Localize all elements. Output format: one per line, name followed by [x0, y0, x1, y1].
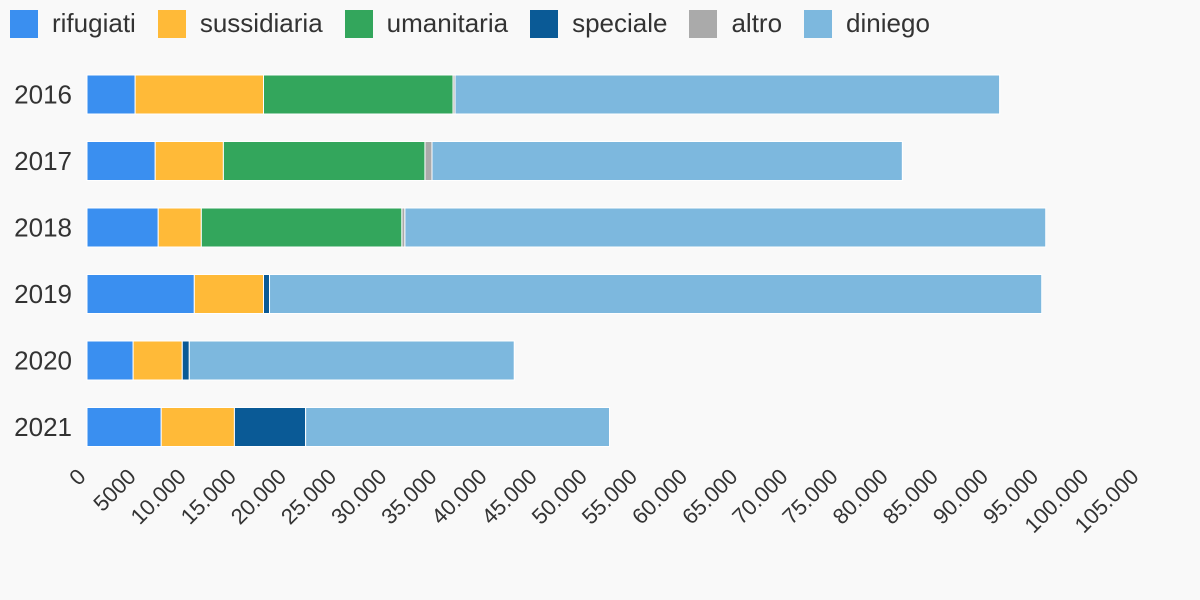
- bar-segment-umanitaria-2016[interactable]: [263, 74, 454, 115]
- x-tick-label: 45.000: [477, 464, 542, 529]
- legend-swatch: [804, 9, 833, 38]
- bar-segment-diniego-2016[interactable]: [454, 74, 1001, 115]
- legend-swatch: [344, 9, 373, 38]
- bar-segment-rifugiati-2016[interactable]: [86, 74, 136, 115]
- bar-segment-sussidiaria-2016[interactable]: [134, 74, 265, 115]
- x-tick-label: 80.000: [828, 464, 893, 529]
- legend-swatch: [157, 9, 186, 38]
- bar-segment-diniego-2020[interactable]: [188, 340, 515, 381]
- x-tick-label: 50.000: [527, 464, 592, 529]
- legend-item-diniego[interactable]: diniego: [804, 8, 930, 39]
- bar-segment-speciale-2019[interactable]: [263, 274, 271, 314]
- bar-segment-diniego-2021[interactable]: [305, 407, 610, 447]
- bar-segment-diniego-2019[interactable]: [269, 274, 1043, 314]
- bar-segment-sussidiaria-2018[interactable]: [157, 207, 202, 248]
- x-tick-label: 10.000: [126, 464, 191, 529]
- bar-segment-speciale-2021[interactable]: [233, 407, 307, 447]
- x-tick-label: 25.000: [276, 464, 341, 529]
- category-label: 2018: [14, 213, 72, 243]
- bar-segment-rifugiati-2019[interactable]: [86, 274, 195, 314]
- x-tick-label: 20.000: [226, 464, 291, 529]
- legend-swatch: [530, 9, 559, 38]
- x-tick-label: 75.000: [777, 464, 842, 529]
- legend-swatch: [10, 9, 38, 38]
- x-tick-label: 70.000: [727, 464, 792, 529]
- bar-segment-umanitaria-2017[interactable]: [222, 141, 426, 181]
- x-tick-label: 55.000: [577, 464, 642, 529]
- legend-label: umanitaria: [386, 8, 509, 38]
- legend-item-umanitaria[interactable]: umanitaria: [344, 8, 509, 39]
- legend-swatch: [689, 9, 718, 38]
- x-tick-label: 15.000: [176, 464, 241, 529]
- bar-segment-rifugiati-2020[interactable]: [86, 340, 134, 381]
- bar-segment-umanitaria-2018[interactable]: [200, 207, 403, 248]
- legend-item-altro[interactable]: altro: [689, 8, 782, 39]
- x-tick-label: 65.000: [677, 464, 742, 529]
- bar-segment-speciale-2020[interactable]: [181, 340, 190, 381]
- category-label: 2019: [14, 279, 72, 309]
- bar-segment-diniego-2018[interactable]: [404, 207, 1047, 248]
- bar-segment-sussidiaria-2019[interactable]: [193, 274, 265, 314]
- bar-segment-sussidiaria-2021[interactable]: [160, 407, 235, 447]
- legend-label: sussidiaria: [199, 8, 323, 38]
- legend-item-sussidiaria[interactable]: sussidiaria: [157, 8, 323, 39]
- category-label: 2020: [14, 346, 72, 376]
- legend-item-rifugiati[interactable]: rifugiati: [10, 8, 136, 39]
- category-label: 2016: [14, 80, 72, 110]
- x-tick-label: 0: [64, 464, 90, 490]
- legend-label: speciale: [572, 8, 668, 38]
- x-tick-label: 40.000: [426, 464, 491, 529]
- bar-segment-altro-2017[interactable]: [424, 141, 433, 181]
- bar-segment-rifugiati-2018[interactable]: [86, 207, 159, 248]
- x-tick-label: 60.000: [627, 464, 692, 529]
- x-tick-label: 35.000: [376, 464, 441, 529]
- bar-segment-rifugiati-2017[interactable]: [86, 141, 156, 181]
- x-tick-label: 85.000: [878, 464, 943, 529]
- legend-label: rifugiati: [52, 8, 136, 38]
- legend-item-speciale[interactable]: speciale: [530, 8, 667, 39]
- legend: rifugiati sussidiaria umanitaria speciale al…: [10, 8, 952, 39]
- bar-segment-sussidiaria-2017[interactable]: [154, 141, 224, 181]
- category-label: 2021: [14, 412, 72, 442]
- category-label: 2017: [14, 146, 72, 176]
- x-tick-label: 30.000: [326, 464, 391, 529]
- legend-label: altro: [731, 8, 783, 38]
- bar-segment-diniego-2017[interactable]: [431, 141, 903, 181]
- bar-segment-sussidiaria-2020[interactable]: [132, 340, 183, 381]
- x-tick-label: 90.000: [928, 464, 993, 529]
- bar-segment-rifugiati-2021[interactable]: [86, 407, 162, 447]
- legend-label: diniego: [846, 8, 930, 38]
